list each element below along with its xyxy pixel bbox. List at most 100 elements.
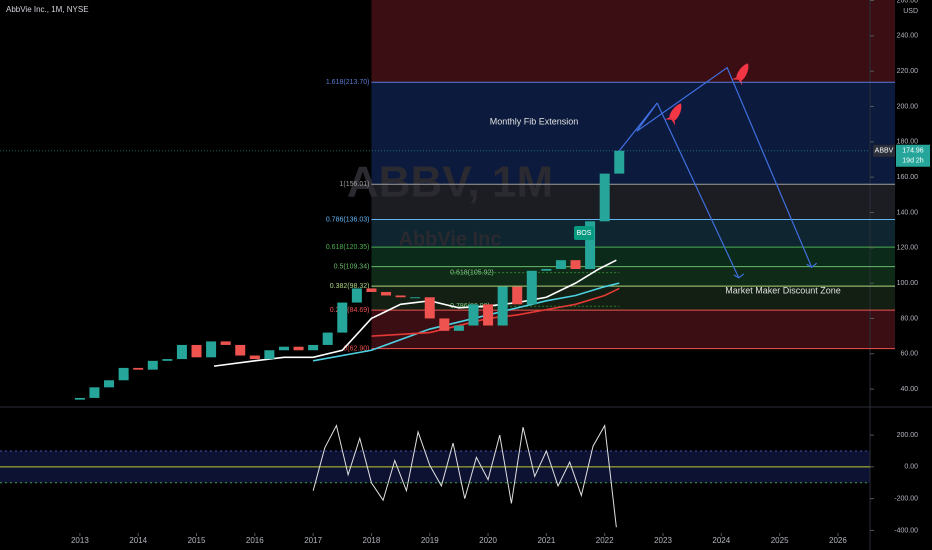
symbol-tag — [873, 144, 895, 157]
moving-average — [312, 282, 620, 362]
y-tick-label: 200.00 — [897, 103, 919, 110]
currency: USD — [903, 8, 918, 15]
fib-label: 0.786(136.03) — [326, 216, 370, 223]
candle — [104, 380, 115, 388]
x-tick-label: 2021 — [537, 536, 555, 545]
watermark-subtitle: AbbVie Inc — [399, 228, 502, 250]
x-tick-label: 2023 — [654, 536, 672, 545]
y-tick-label: 240.00 — [897, 33, 919, 40]
osc-y-tick-label: -200.00 — [894, 495, 918, 502]
candle — [570, 260, 581, 269]
y-tick-label: 220.00 — [897, 68, 919, 75]
fib-zone — [371, 266, 895, 287]
candle — [176, 344, 187, 360]
fib-zone — [371, 184, 895, 220]
candle — [147, 360, 158, 370]
x-tick-label: 2022 — [596, 536, 614, 545]
y-tick-label: 80.00 — [900, 315, 918, 322]
fib-label: 0(62.90) — [343, 346, 369, 353]
y-tick-label: 60.00 — [900, 351, 918, 358]
candle — [381, 291, 392, 296]
y-tick-label: 40.00 — [900, 386, 918, 393]
symbol-label: ABBV — [875, 148, 894, 155]
y-tick-label: 260.00 — [897, 0, 919, 4]
candle — [74, 397, 85, 400]
osc-y-tick-label: 200.00 — [897, 432, 919, 439]
chart-title: AbbVie Inc., 1M, NYSE — [6, 5, 89, 14]
countdown: 19d 2h — [902, 158, 924, 165]
arrow-head — [806, 262, 818, 268]
candle — [585, 221, 596, 269]
candle — [483, 304, 494, 326]
fib-annotation: Monthly Fib Extension — [490, 116, 579, 126]
candle — [541, 268, 552, 271]
watermark: ABBV, 1M — [347, 158, 553, 207]
inner-fib-label: 0.618(105.92) — [450, 270, 494, 277]
fib-zone — [371, 310, 895, 349]
candle — [191, 344, 202, 358]
candle — [206, 341, 217, 358]
candle — [235, 344, 246, 356]
candle — [555, 260, 566, 269]
rocket-icon — [664, 103, 682, 126]
candle — [337, 302, 348, 333]
candle — [439, 318, 450, 331]
y-tick-label: 120.00 — [897, 245, 919, 252]
fib-label: 1.618(213.70) — [326, 79, 370, 86]
x-tick-label: 2017 — [304, 536, 322, 545]
candle — [278, 346, 289, 351]
arrow-head — [733, 273, 745, 279]
candle — [249, 355, 260, 360]
fib-label: 0.382(98.32) — [330, 283, 370, 290]
candle — [468, 304, 479, 326]
candle — [308, 344, 319, 351]
bos-tag — [574, 226, 594, 240]
candle — [162, 359, 173, 361]
y-tick-label: 140.00 — [897, 209, 919, 216]
x-tick-label: 2013 — [71, 536, 89, 545]
candle — [453, 325, 464, 331]
fib-zone — [371, 219, 895, 248]
zone-annotation: Market Maker Discount Zone — [725, 285, 841, 295]
x-tick-label: 2019 — [421, 536, 439, 545]
x-tick-label: 2018 — [363, 536, 381, 545]
candle — [322, 332, 333, 345]
y-tick-label: 160.00 — [897, 174, 919, 181]
price-label: 174.96 — [902, 148, 924, 155]
projection — [656, 102, 740, 279]
x-tick-label: 2014 — [129, 536, 147, 545]
candle — [264, 350, 275, 360]
projection — [618, 66, 813, 268]
candle — [366, 288, 377, 292]
bos-label: BOS — [577, 230, 592, 237]
y-tick-label: 180.00 — [897, 139, 919, 146]
oscillator-line — [312, 423, 617, 528]
candle — [89, 387, 100, 398]
x-tick-label: 2025 — [771, 536, 789, 545]
x-tick-label: 2020 — [479, 536, 497, 545]
rocket-icon — [731, 63, 749, 86]
candle — [424, 297, 435, 319]
fib-label: 1(156.01) — [339, 181, 369, 188]
fib-label: 0.236(84.69) — [330, 307, 370, 314]
candle — [293, 346, 304, 351]
candle — [497, 286, 508, 326]
candle — [526, 270, 537, 305]
candle — [395, 295, 406, 298]
fib-zone — [371, 0, 895, 83]
y-tick-label: 100.00 — [897, 280, 919, 287]
candle — [351, 288, 362, 303]
osc-y-tick-label: 0.00 — [904, 464, 918, 471]
candle — [512, 286, 523, 305]
x-tick-label: 2026 — [829, 536, 847, 545]
candle — [220, 341, 231, 345]
candle — [614, 150, 625, 174]
fib-label: 0.5(109.34) — [334, 263, 370, 270]
candle — [410, 297, 421, 299]
price-tag — [896, 144, 930, 167]
osc-y-tick-label: -400.00 — [894, 527, 918, 534]
candle — [118, 367, 129, 381]
x-tick-label: 2016 — [246, 536, 264, 545]
